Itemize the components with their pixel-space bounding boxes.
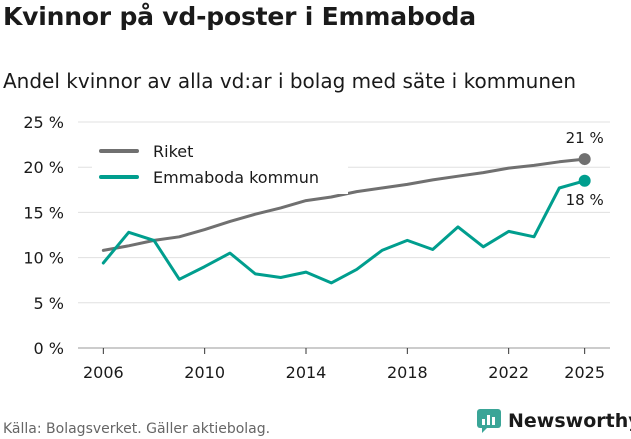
kommun-line (101, 179, 587, 285)
legend: Riket Emmaboda kommun (92, 136, 348, 194)
x-tick-label: 2006 (83, 363, 124, 382)
kommun-end-label: 18 % (566, 191, 604, 209)
series-layer: 21 % 18 % (101, 129, 604, 285)
x-tick-label: 2010 (184, 363, 225, 382)
newsworthy-icon (477, 409, 501, 433)
brand-name: Newsworthy (508, 410, 631, 432)
line-chart: 0 % 5 % 10 % 15 % 20 % 25 % 2006 2010 2014 2018 20… (23, 113, 610, 382)
x-tick-label: 2022 (488, 363, 529, 382)
x-tick-label: 2018 (387, 363, 428, 382)
y-tick-label: 20 % (23, 158, 64, 177)
chart-title: Kvinnor på vd-poster i Emmaboda (3, 2, 476, 31)
riket-line (101, 157, 587, 252)
source-note: Källa: Bolagsverket. Gäller aktiebolag. (3, 421, 271, 437)
y-tick-label: 10 % (23, 249, 64, 268)
riket-end-label: 21 % (566, 129, 604, 147)
y-tick-label: 5 % (34, 294, 64, 313)
chart-subtitle: Andel kvinnor av alla vd:ar i bolag med … (3, 69, 576, 93)
y-tick-label: 25 % (23, 113, 64, 132)
legend-label-kommun: Emmaboda kommun (153, 168, 319, 187)
newsworthy-logo: Newsworthy (476, 408, 631, 434)
legend-background (92, 136, 348, 194)
x-tick-label: 2025 (564, 363, 605, 382)
x-tick-label: 2014 (286, 363, 327, 382)
riket-end-marker (578, 153, 591, 166)
axis-layer: 0 % 5 % 10 % 15 % 20 % 25 % 2006 2010 2014 2018 20… (23, 113, 605, 382)
kommun-end-marker (578, 174, 591, 187)
y-tick-label: 0 % (34, 339, 64, 358)
y-tick-label: 15 % (23, 203, 64, 222)
legend-label-riket: Riket (153, 142, 193, 161)
